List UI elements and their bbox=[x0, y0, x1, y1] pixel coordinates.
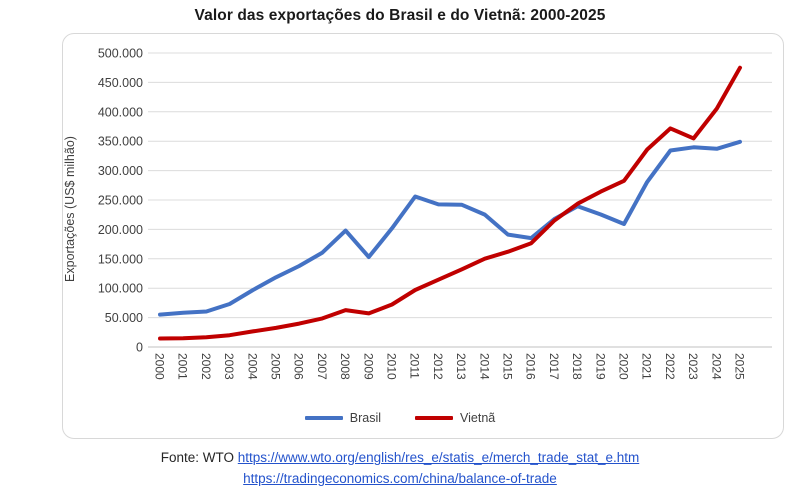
chart-panel bbox=[62, 33, 784, 439]
x-tick-2009: 2009 bbox=[361, 353, 375, 380]
y-tick-400.000: 400.000 bbox=[98, 105, 143, 119]
y-tick-350.000: 350.000 bbox=[98, 135, 143, 149]
x-tick-2012: 2012 bbox=[431, 353, 445, 380]
y-tick-100.000: 100.000 bbox=[98, 282, 143, 296]
chart-title: Valor das exportações do Brasil e do Vie… bbox=[194, 7, 606, 24]
legend-label-vietna: Vietnã bbox=[460, 411, 496, 425]
legend-item-brasil: Brasil bbox=[304, 411, 382, 425]
x-tick-2007: 2007 bbox=[315, 353, 329, 380]
x-tick-2003: 2003 bbox=[222, 353, 236, 380]
x-tick-2000: 2000 bbox=[153, 353, 167, 380]
y-tick-300.000: 300.000 bbox=[98, 164, 143, 178]
brasil-line-swatch bbox=[304, 416, 343, 420]
x-tick-2024: 2024 bbox=[709, 353, 723, 380]
legend-item-vietna: Vietnã bbox=[415, 411, 495, 425]
source-line-2: https://tradingeconomics.com/china/balan… bbox=[0, 468, 800, 489]
y-tick-450.000: 450.000 bbox=[98, 76, 143, 90]
x-tick-2006: 2006 bbox=[292, 353, 306, 380]
y-tick-500.000: 500.000 bbox=[98, 47, 143, 61]
x-tick-2022: 2022 bbox=[663, 353, 677, 380]
y-tick-0: 0 bbox=[136, 341, 143, 355]
x-tick-2019: 2019 bbox=[593, 353, 607, 380]
y-tick-150.000: 150.000 bbox=[98, 252, 143, 266]
wto-link[interactable]: https://www.wto.org/english/res_e/statis… bbox=[237, 450, 640, 465]
x-tick-2020: 2020 bbox=[617, 353, 631, 380]
y-tick-200.000: 200.000 bbox=[98, 223, 143, 237]
x-tick-2025: 2025 bbox=[733, 353, 747, 380]
x-tick-2001: 2001 bbox=[176, 353, 190, 380]
y-tick-250.000: 250.000 bbox=[98, 194, 143, 208]
tradingeconomics-link[interactable]: https://tradingeconomics.com/china/balan… bbox=[243, 471, 557, 486]
x-tick-2018: 2018 bbox=[570, 353, 584, 380]
x-tick-2005: 2005 bbox=[269, 353, 283, 380]
x-tick-2015: 2015 bbox=[501, 353, 515, 380]
y-tick-50.000: 50.000 bbox=[105, 311, 143, 325]
x-tick-2002: 2002 bbox=[199, 353, 213, 380]
series-line-vietnã bbox=[158, 65, 742, 341]
source-footer: Fonte: WTO https://www.wto.org/english/r… bbox=[0, 447, 800, 489]
x-tick-2017: 2017 bbox=[547, 353, 561, 380]
x-tick-2016: 2016 bbox=[524, 353, 538, 380]
x-tick-2013: 2013 bbox=[454, 353, 468, 380]
x-tick-2008: 2008 bbox=[338, 353, 352, 380]
series-line-brasil bbox=[158, 139, 742, 317]
source-line-1: Fonte: WTO https://www.wto.org/english/r… bbox=[0, 447, 800, 468]
chart-legend: Brasil Vietnã bbox=[0, 411, 800, 425]
x-tick-2011: 2011 bbox=[408, 353, 422, 379]
x-tick-2014: 2014 bbox=[477, 353, 491, 380]
x-tick-2021: 2021 bbox=[640, 353, 654, 380]
vietna-line-swatch bbox=[415, 416, 454, 420]
legend-label-brasil: Brasil bbox=[349, 411, 382, 425]
x-tick-2023: 2023 bbox=[686, 353, 700, 380]
source-prefix: Fonte: WTO bbox=[160, 450, 238, 465]
x-tick-2004: 2004 bbox=[245, 353, 259, 380]
x-tick-2010: 2010 bbox=[385, 353, 399, 380]
